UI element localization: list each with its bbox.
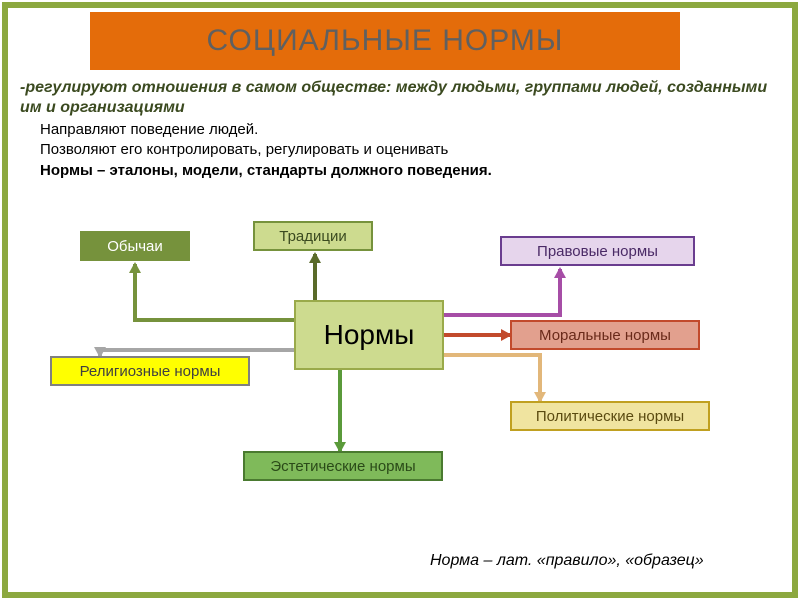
node-political-label: Политические нормы bbox=[536, 408, 684, 425]
node-customs-label: Обычаи bbox=[107, 238, 163, 255]
node-legal: Правовые нормы bbox=[500, 236, 695, 266]
node-customs: Обычаи bbox=[80, 231, 190, 261]
node-religious: Религиозные нормы bbox=[50, 356, 250, 386]
subtitle: -регулируют отношения в самом обществе: … bbox=[20, 78, 780, 118]
node-moral-label: Моральные нормы bbox=[539, 327, 671, 344]
description: Направляют поведение людей. Позволяют ег… bbox=[40, 120, 780, 181]
node-traditions: Традиции bbox=[253, 221, 373, 251]
node-legal-label: Правовые нормы bbox=[537, 243, 658, 260]
desc-line-3: Нормы – эталоны, модели, стандарты должн… bbox=[40, 161, 780, 181]
desc-line-2: Позволяют его контролировать, регулирова… bbox=[40, 140, 780, 160]
title-text: СОЦИАЛЬНЫЕ НОРМЫ bbox=[207, 24, 564, 58]
desc-line-1: Направляют поведение людей. bbox=[40, 120, 780, 140]
node-aesthetic-label: Эстетические нормы bbox=[270, 458, 415, 475]
center-node: Нормы bbox=[294, 300, 444, 370]
center-label: Нормы bbox=[324, 319, 415, 351]
title-box: СОЦИАЛЬНЫЕ НОРМЫ bbox=[90, 12, 680, 70]
node-moral: Моральные нормы bbox=[510, 320, 700, 350]
node-traditions-label: Традиции bbox=[279, 228, 347, 245]
node-religious-label: Религиозные нормы bbox=[80, 363, 221, 380]
node-aesthetic: Эстетические нормы bbox=[243, 451, 443, 481]
footer-etymology: Норма – лат. «правило», «образец» bbox=[430, 552, 704, 570]
node-political: Политические нормы bbox=[510, 401, 710, 431]
